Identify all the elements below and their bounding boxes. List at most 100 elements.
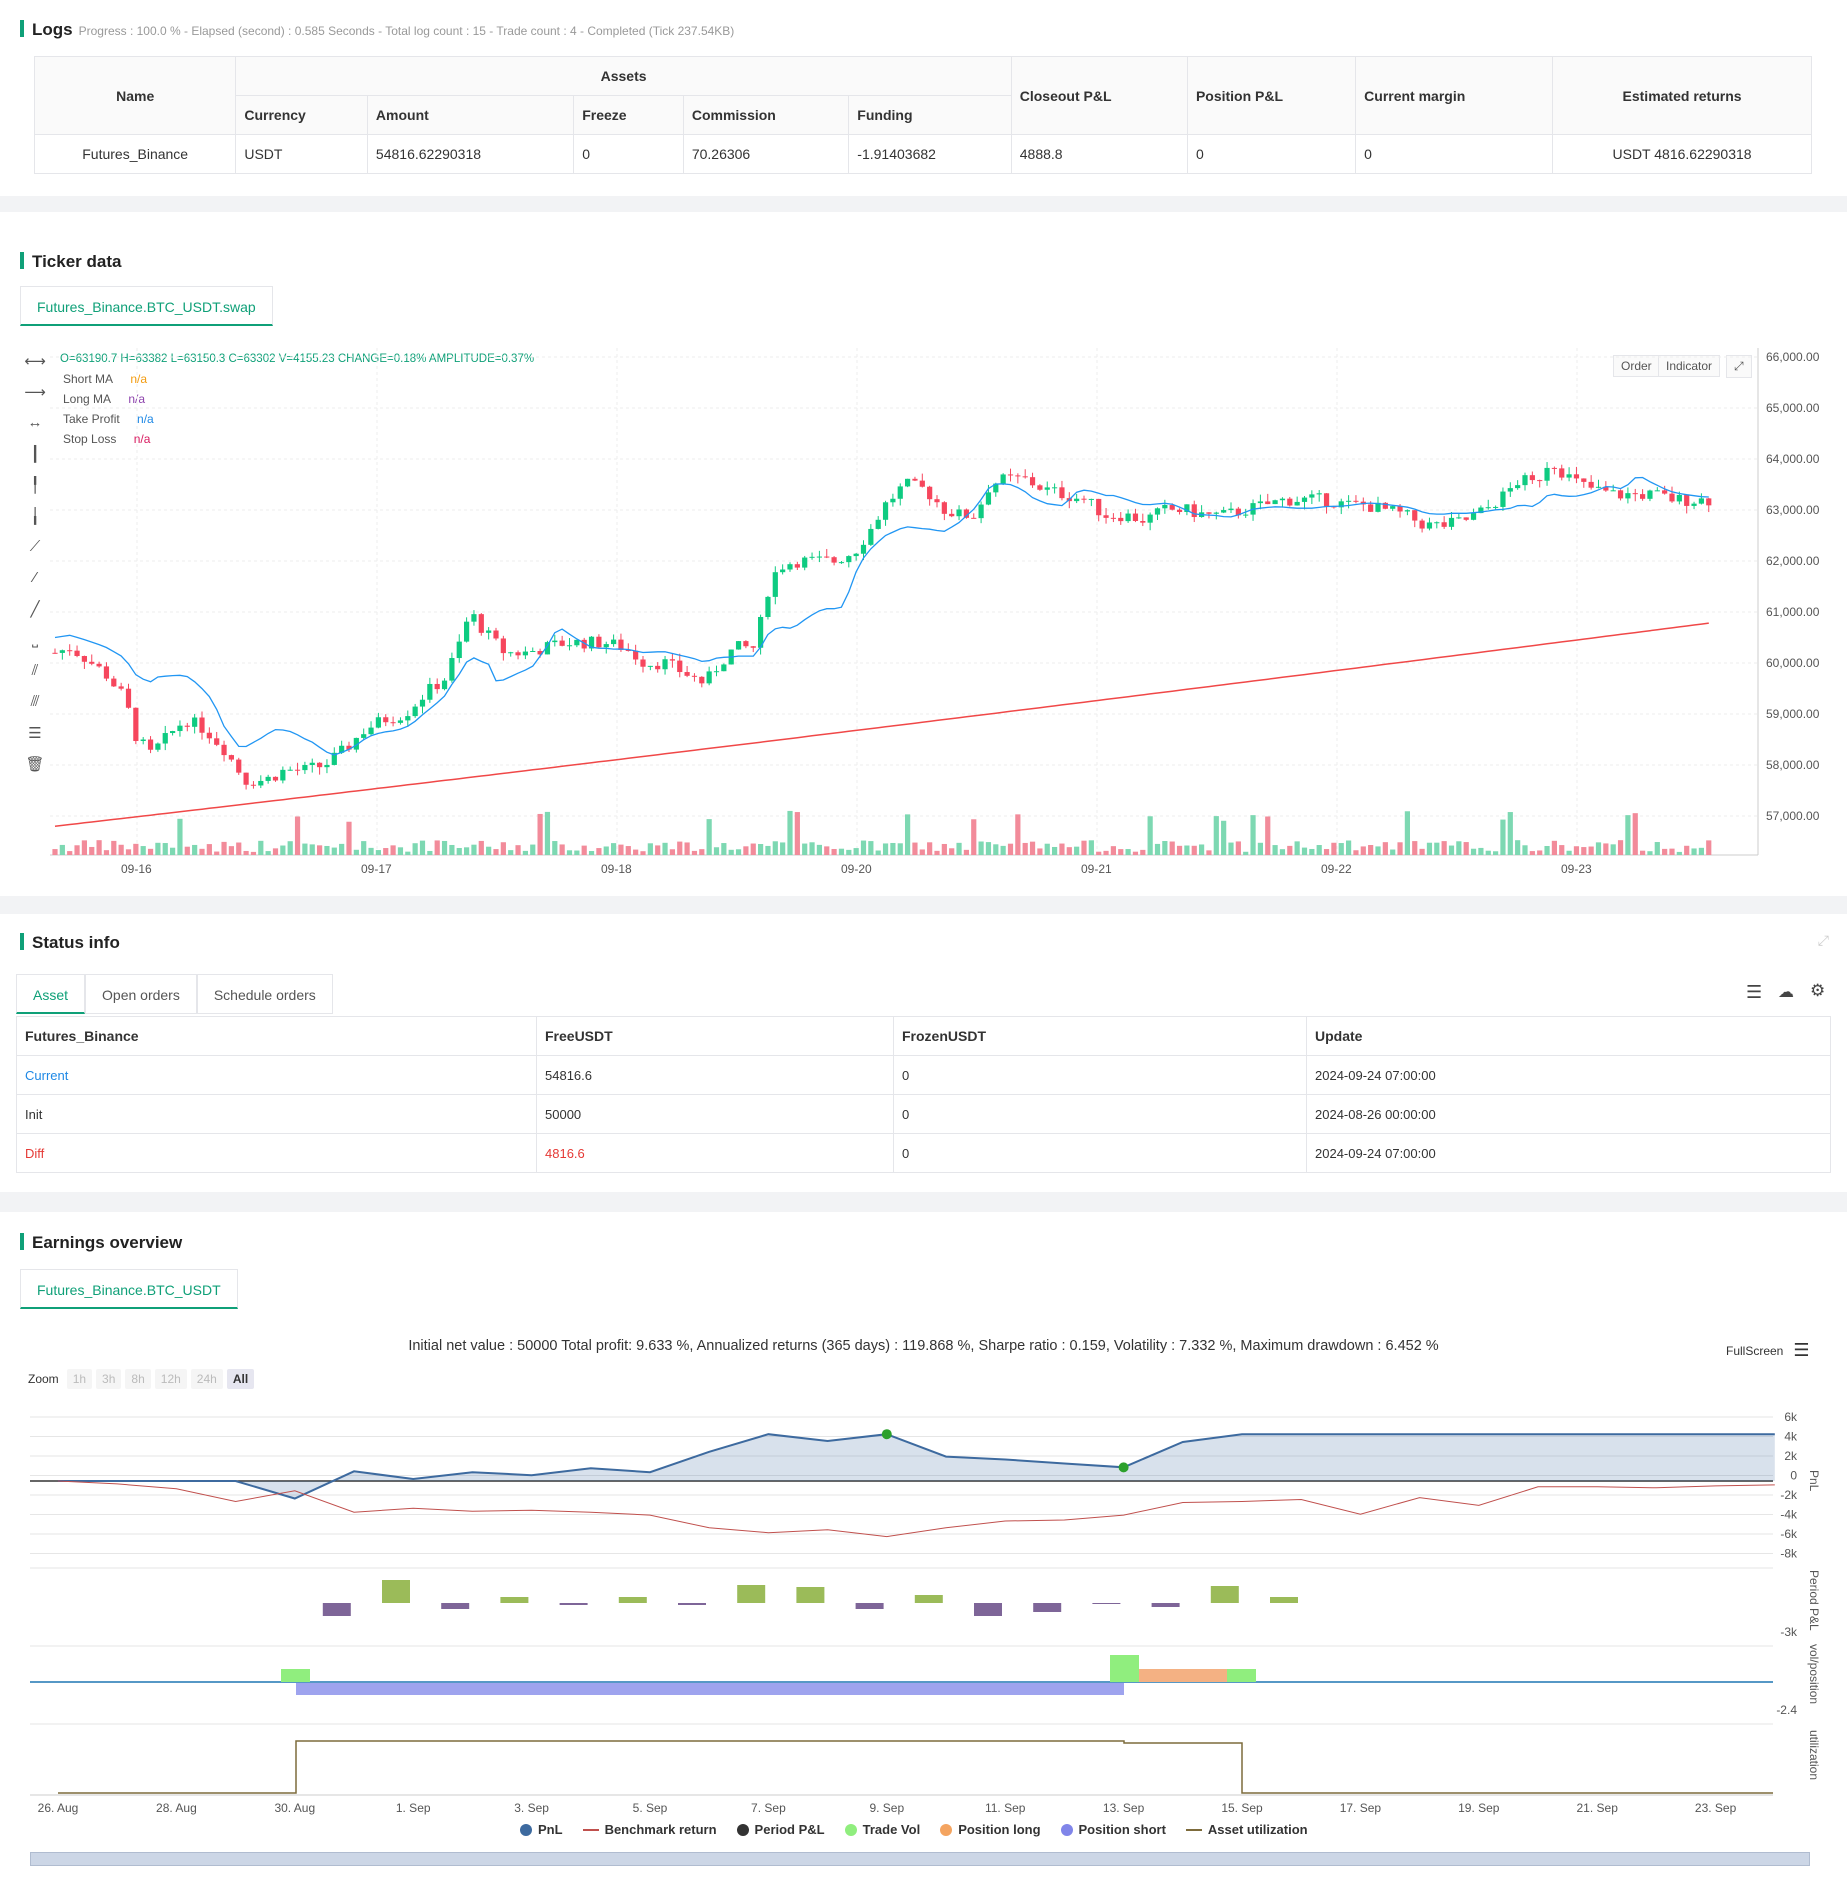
volume-bar xyxy=(677,841,683,855)
expand-icon[interactable]: ⤢ xyxy=(1726,355,1752,378)
cloud-download-icon[interactable]: ☁ xyxy=(1778,984,1794,1001)
fullscreen-button[interactable]: FullScreen ☰ xyxy=(1726,1340,1810,1361)
legend-item[interactable]: PnL xyxy=(520,1822,563,1837)
candle-body xyxy=(640,659,646,667)
settings-icon[interactable]: ⚙ xyxy=(1810,981,1826,1000)
volume-bar xyxy=(1441,841,1447,855)
order-button[interactable]: Order xyxy=(1613,355,1660,377)
zoom-option[interactable]: 3h xyxy=(96,1369,122,1389)
tab-schedule-orders[interactable]: Schedule orders xyxy=(196,974,333,1014)
trash-icon[interactable]: 🗑 xyxy=(25,756,45,773)
candle-body xyxy=(1588,481,1594,488)
zoom-option[interactable]: 8h xyxy=(125,1369,151,1389)
row-position: 0 xyxy=(1186,134,1357,174)
row-frozen: 0 xyxy=(893,1094,1307,1134)
segment-icon[interactable]: ╱ xyxy=(30,601,40,618)
volume-bar xyxy=(1140,849,1146,855)
grid-lines-icon[interactable]: ☰ xyxy=(28,725,42,742)
volume-bar xyxy=(133,843,139,855)
legend-item[interactable]: Trade Vol xyxy=(844,1822,920,1837)
candle-body xyxy=(780,569,786,573)
price-line-icon[interactable]: ⎵ xyxy=(31,631,38,648)
candle-body xyxy=(831,557,837,563)
legend-item[interactable]: Period P&L xyxy=(736,1822,825,1837)
vertical-ray-icon[interactable]: ╽ xyxy=(30,508,40,525)
earnings-chart[interactable]: 6k 4k 2k 0 -2k -4k -6k -8k PnL Period P&L -3k vol/p… xyxy=(0,1398,1847,1868)
horizontal-ray-icon[interactable]: ⟶ xyxy=(24,384,46,401)
volume-bar xyxy=(684,842,690,855)
navigator-scrollbar[interactable] xyxy=(30,1852,1810,1866)
candle-body xyxy=(647,665,653,667)
vertical-segment-icon[interactable]: ╿ xyxy=(30,477,40,494)
legend-item[interactable]: Position short xyxy=(1060,1822,1166,1837)
pnl-tick-label: 2k xyxy=(1784,1449,1798,1463)
indicator-legend-item[interactable]: Stop Loss n/a xyxy=(63,432,150,446)
candle-body xyxy=(1448,517,1455,527)
volume-bar xyxy=(1559,845,1565,855)
pnl-line xyxy=(58,1433,1775,1500)
candle-body xyxy=(625,649,631,651)
candle-body xyxy=(1537,480,1543,482)
volume-bar xyxy=(309,844,315,855)
tab-asset[interactable]: Asset xyxy=(16,974,86,1014)
candle-body xyxy=(603,644,609,648)
logs-section: Logs Progress : 100.0 % - Elapsed (secon… xyxy=(0,0,1847,196)
candle-body xyxy=(199,717,205,733)
trade-vol-bar xyxy=(281,1669,310,1682)
zoom-label: Zoom xyxy=(28,1372,59,1386)
volume-bar xyxy=(655,845,661,855)
volume-bar xyxy=(1338,843,1344,855)
trend-line-icon[interactable]: ⟋ xyxy=(29,538,41,555)
zoom-option[interactable]: 24h xyxy=(190,1369,223,1389)
funding-header: Funding xyxy=(848,95,1012,135)
legend-item[interactable]: Benchmark return xyxy=(582,1822,717,1837)
volume-bar xyxy=(728,849,734,855)
candle-body xyxy=(280,769,286,781)
volume-bar xyxy=(669,849,675,855)
volume-bar xyxy=(96,840,102,855)
date-tick-label: 9. Sep xyxy=(869,1801,904,1815)
candle-body xyxy=(1566,474,1572,478)
candle-body xyxy=(346,745,352,750)
short-ma-line xyxy=(54,476,1709,756)
indicator-button[interactable]: Indicator xyxy=(1658,355,1721,377)
candle-body xyxy=(1632,493,1638,495)
list-icon[interactable]: ☰ xyxy=(1746,982,1763,1002)
legend-item[interactable]: Position long xyxy=(940,1822,1041,1837)
price-tick-label: 64,000.00 xyxy=(1766,452,1820,466)
date-tick-label: 09-21 xyxy=(1081,862,1112,876)
ray-line-icon[interactable]: ⁄ xyxy=(33,569,37,586)
tab-open-orders[interactable]: Open orders xyxy=(85,974,197,1014)
horizontal-line-icon[interactable]: ⟷ xyxy=(24,353,46,370)
fib-icon[interactable]: ⫻ xyxy=(30,693,40,710)
tab-ticker-symbol[interactable]: Futures_Binance.BTC_USDT.swap xyxy=(20,286,273,326)
candle-body xyxy=(677,660,683,673)
vertical-line-icon[interactable]: ┃ xyxy=(30,446,40,463)
zoom-option[interactable]: 12h xyxy=(154,1369,187,1389)
volume-bar xyxy=(368,847,374,855)
candle-body xyxy=(1500,491,1506,507)
indicator-legend-item[interactable]: Take Profit n/a xyxy=(63,412,154,426)
candle-body xyxy=(1228,508,1234,511)
zoom-option[interactable]: 1h xyxy=(66,1369,93,1389)
legend-item[interactable]: Asset utilization xyxy=(1185,1822,1308,1837)
volume-bar xyxy=(640,851,646,855)
candle-body xyxy=(816,556,822,558)
volume-bar xyxy=(236,842,242,855)
volume-bar xyxy=(1221,820,1227,855)
extended-line-icon[interactable]: ↔ xyxy=(27,414,43,431)
zoom-option[interactable]: All xyxy=(226,1369,255,1389)
candle-body xyxy=(228,755,234,760)
menu-icon[interactable]: ☰ xyxy=(1793,1340,1810,1360)
candlestick-chart[interactable]: 66,000.00 65,000.00 64,000.00 63,000.00 62,0… xyxy=(0,340,1847,880)
candle-body xyxy=(552,640,558,643)
date-tick-label: 30. Aug xyxy=(274,1801,315,1815)
indicator-legend-item[interactable]: Short MA n/a xyxy=(63,372,147,386)
volume-bar xyxy=(1323,849,1330,855)
tab-earnings-symbol[interactable]: Futures_Binance.BTC_USDT xyxy=(20,1269,238,1309)
parallel-channel-icon[interactable]: ⫽ xyxy=(31,662,39,679)
volume-bar xyxy=(772,841,778,855)
volume-bar xyxy=(713,847,720,855)
volume-bar xyxy=(1272,845,1278,855)
expand-icon[interactable]: ⤢ xyxy=(1817,932,1829,948)
